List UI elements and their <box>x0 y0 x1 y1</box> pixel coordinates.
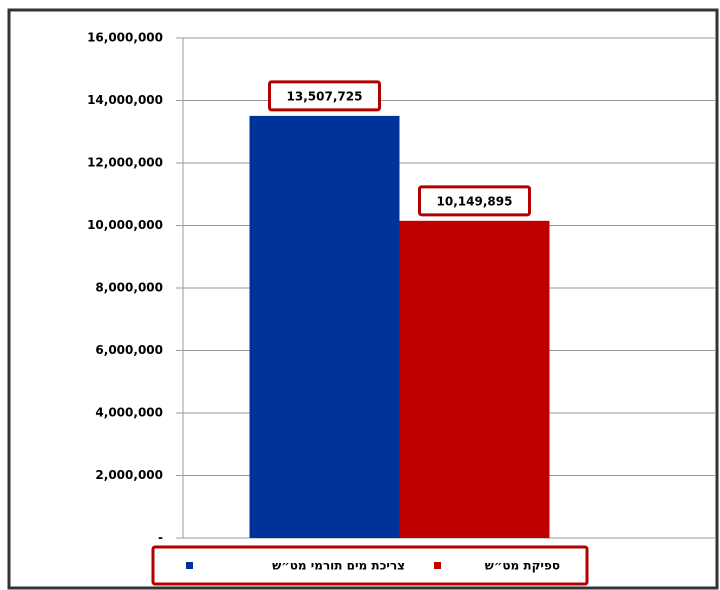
legend-swatch <box>186 562 193 569</box>
y-tick-label: 6,000,000 <box>95 343 163 357</box>
y-tick-label: 8,000,000 <box>95 281 163 295</box>
legend-swatch <box>434 562 441 569</box>
legend-box <box>151 545 589 586</box>
y-tick-label: 12,000,000 <box>87 156 163 170</box>
y-tick-label: 10,000,000 <box>87 218 163 232</box>
y-tick-label: 2,000,000 <box>95 468 163 482</box>
y-tick-label: 14,000,000 <box>87 93 163 107</box>
value-label-box <box>268 80 381 112</box>
y-tick-label: 16,000,000 <box>87 31 163 45</box>
bar <box>399 220 550 538</box>
value-label-box <box>418 185 531 217</box>
legend-label: ספיקת מט״ש <box>485 559 560 573</box>
value-label: 10,149,895 <box>437 194 513 208</box>
y-tick-label: 4,000,000 <box>95 406 163 420</box>
y-tick-label: - <box>158 531 163 545</box>
bar <box>249 115 400 538</box>
legend-label: צריכת מים תורמי מט״ש <box>272 559 405 573</box>
value-label: 13,507,725 <box>287 89 363 103</box>
